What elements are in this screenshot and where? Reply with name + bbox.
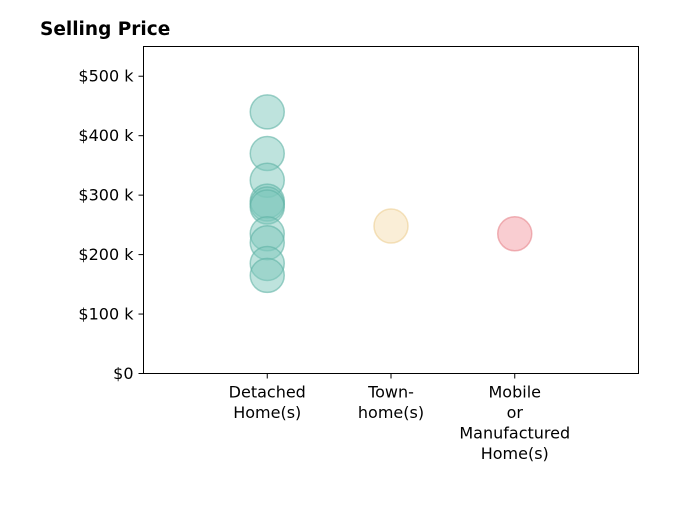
x-tick-label-line: Home(s) — [481, 444, 549, 463]
data-point — [249, 94, 285, 130]
x-tick-label-line: Town- — [367, 383, 414, 402]
chart-title: Selling Price — [40, 19, 170, 40]
x-tick-label-line: or — [507, 403, 524, 422]
x-tick-label-line: Mobile — [489, 383, 541, 402]
x-tick-label-line: Detached — [229, 383, 306, 402]
data-points — [249, 94, 533, 294]
x-tick-label: Mobile or Manufactured Home(s) — [459, 383, 570, 464]
y-tick-label: $100 k — [78, 305, 134, 324]
y-axis: $0 $100 k $200 k $300 k $400 k $500 k — [78, 67, 144, 383]
plot-frame — [143, 46, 639, 374]
y-tick-label: $400 k — [78, 126, 134, 145]
x-tick-label-line: home(s) — [358, 403, 424, 422]
data-point — [497, 216, 533, 252]
y-tick-label: $300 k — [78, 186, 134, 205]
y-tick-label: $500 k — [78, 67, 134, 86]
x-tick-label: Detached Home(s) — [229, 383, 306, 423]
x-tick-label-line: Home(s) — [233, 403, 301, 422]
x-tick-label-line: Manufactured — [459, 424, 570, 443]
data-point — [373, 208, 409, 244]
data-point — [249, 257, 285, 294]
y-tick-label: $0 — [113, 364, 133, 383]
y-tick-label: $200 k — [78, 245, 134, 264]
x-tick-label: Town-home(s) — [358, 383, 424, 423]
x-axis: Detached Home(s)Town-home(s)Mobile or Manuf… — [229, 373, 570, 464]
